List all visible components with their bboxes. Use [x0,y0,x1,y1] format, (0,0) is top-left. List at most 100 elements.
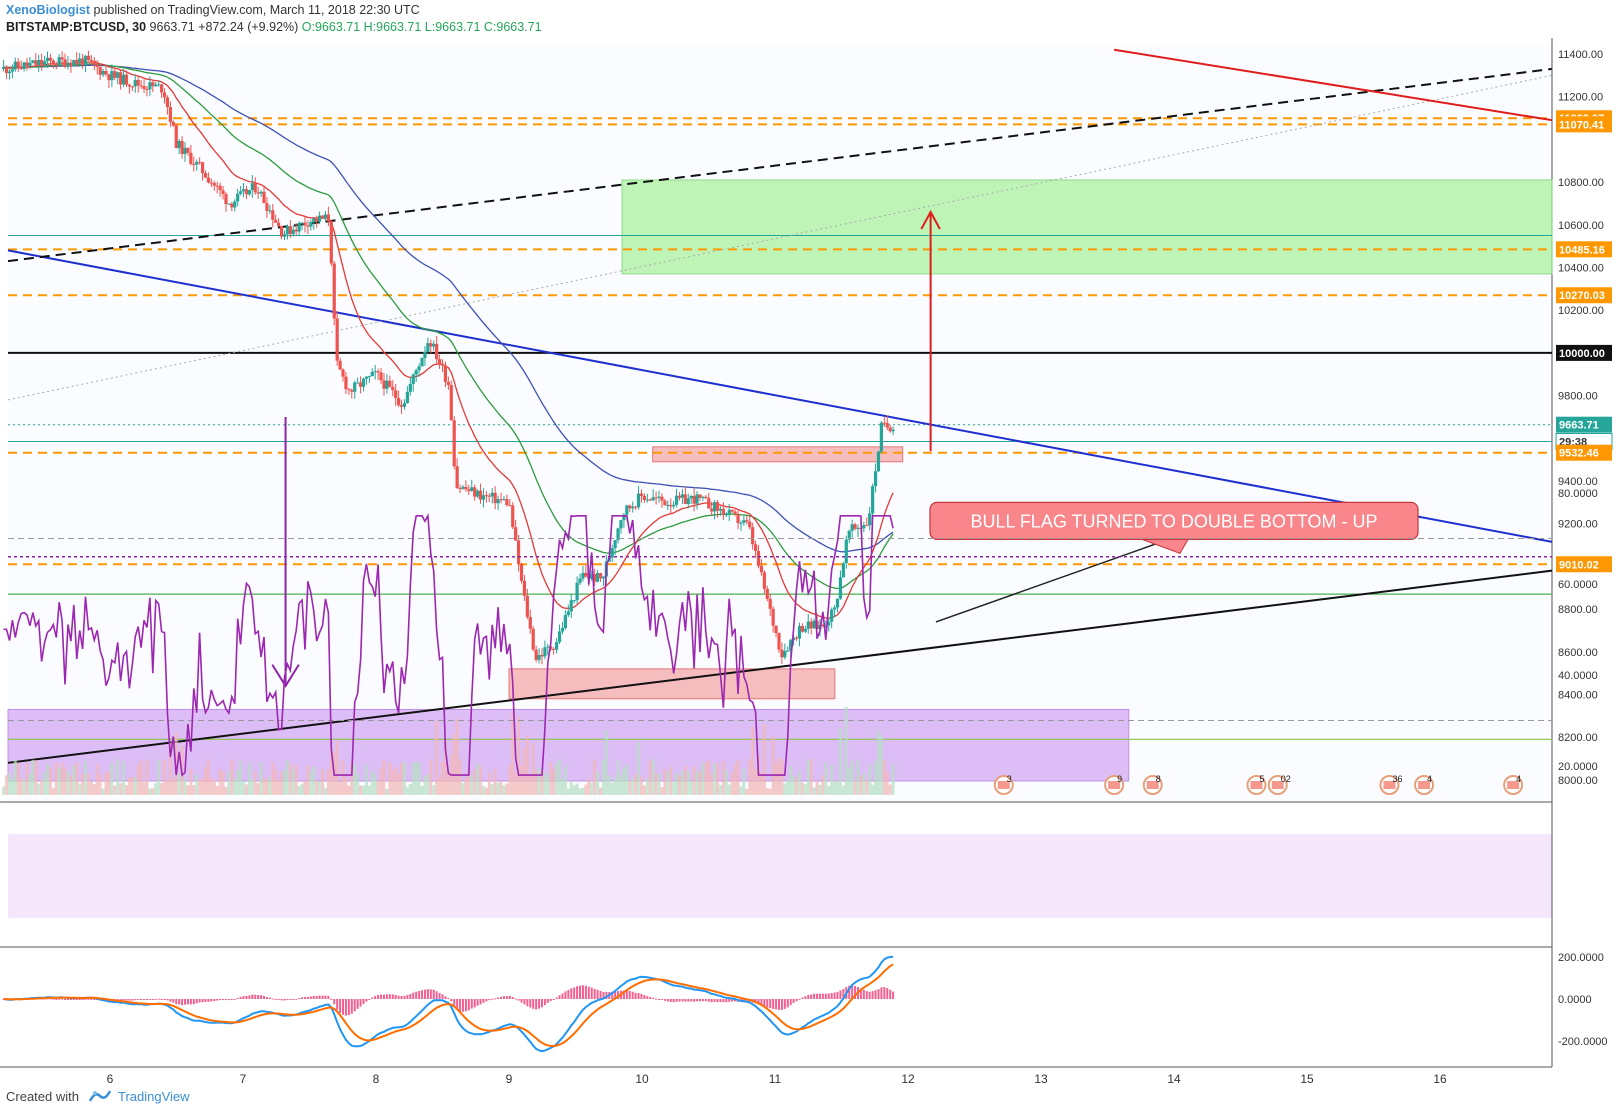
x-tick-label: 8 [373,1072,380,1086]
macd-histogram-bar [55,999,58,1000]
macd-histogram-bar [66,999,69,1000]
candle-body [792,637,796,641]
candle-body [148,82,152,90]
macd-histogram-bar [412,992,415,999]
price-tag [1556,116,1612,133]
macd-histogram-bar [777,999,780,1010]
macd-histogram-bar [851,985,854,999]
candle-body [827,621,831,626]
volume-bar [827,786,831,795]
candle-body [92,60,96,65]
candle-body [780,649,784,658]
volume-bar [783,783,787,795]
macd-histogram-bar [61,998,64,1000]
volume-bar [186,785,190,795]
volume-bar [493,768,497,795]
macd-histogram-bar [842,988,845,999]
candle-body [838,577,843,599]
volume-bar [601,760,605,795]
ma-short-line [3,61,894,619]
candle-body [666,504,670,506]
macd-histogram-bar [511,997,514,999]
macd-histogram-bar [517,999,520,1001]
volume-bar [5,775,9,795]
candle-body [157,84,161,86]
macd-histogram-bar [186,999,189,1005]
volume-bar [481,785,485,795]
volume-bar [195,774,199,795]
candle-body [320,215,325,219]
candle-body [101,70,105,75]
candle-body [394,390,398,399]
macd-histogram-bar [494,998,497,1000]
candle-body [133,79,137,87]
volume-bar [473,769,477,795]
volume-bar [780,759,784,795]
volume-bar [777,757,781,795]
candle-body [347,389,351,391]
volume-bar [10,778,14,795]
candle-body [81,58,85,66]
volume-bar [707,759,711,795]
tradingview-link[interactable]: TradingView [118,1089,190,1104]
volume-bar [464,777,468,795]
macd-histogram-bar [236,997,239,999]
candle-body [376,371,380,373]
volume-bar [13,760,17,795]
volume-bar [891,764,895,795]
author-link[interactable]: XenoBiologist [6,3,91,17]
price-tag [1556,416,1612,433]
volume-bar [130,776,134,795]
volume-bar [803,784,807,795]
macd-histogram-bar [713,999,716,1002]
macd-histogram-bar [426,989,429,999]
macd-histogram-bar [350,999,353,1014]
volume-bar [795,777,799,795]
volume-bar [28,774,32,795]
macd-histogram-bar [675,999,678,1002]
candle-body [22,62,26,69]
volume-bar [206,759,210,795]
x-tick-label: 7 [240,1072,247,1086]
candle-body [66,62,70,67]
volume-bar [148,788,152,795]
volume-bar [771,736,775,795]
candle-body [835,598,840,608]
volume-bar [625,764,629,795]
candle-body [601,576,606,579]
volume-bar [321,769,325,795]
volume-bar [66,770,70,795]
macd-histogram-bar [397,995,400,999]
volume-bar [60,763,64,795]
macd-histogram-bar [242,996,245,999]
volume-bar [43,772,47,795]
volume-bar [411,762,415,795]
macd-histogram-bar [227,999,230,1000]
candle-body [470,487,474,492]
macd-histogram-bar [280,999,283,1001]
candle-body [689,495,693,499]
volume-bar [110,762,114,795]
macd-histogram-bar [438,992,441,999]
macd-histogram-bar [137,999,140,1001]
event-count: 4 [1427,774,1432,784]
volume-bar [560,778,564,795]
volume-bar [376,780,380,795]
macd-histogram-bar [388,994,391,999]
y-tick-label: 11400.00 [1558,49,1603,61]
candle-body [885,422,889,428]
macd-histogram-bar [93,999,96,1000]
candle-body [186,147,190,153]
candle-body [484,495,488,497]
volume-bar [759,772,763,795]
candle-body [487,495,491,497]
volume-bar [37,783,41,795]
volume-bar [244,784,248,795]
candle-body [707,498,711,509]
candle-body [40,60,44,65]
event-count: 02 [1281,774,1291,784]
candle-body [262,191,266,204]
candle-body [692,495,696,504]
ascending-trendline [7,569,1553,764]
